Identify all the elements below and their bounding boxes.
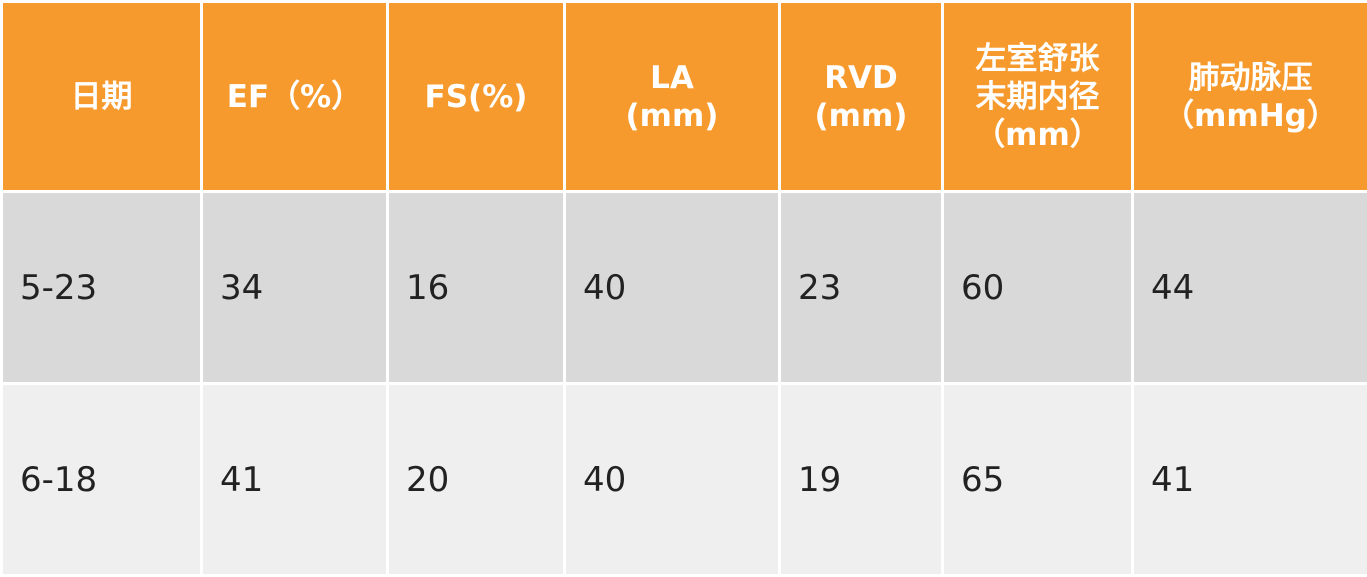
header-cell-rvd: RVD (mm) (780, 2, 943, 192)
table-cell-fs: 20 (388, 384, 565, 576)
header-line: 肺动脉压 (1140, 59, 1361, 97)
header-row: 日期 EF（%） FS(%) LA (mm) RVD (mm) 左室舒张 末期内… (2, 2, 1367, 192)
table-cell-date: 6-18 (2, 384, 202, 576)
table-cell-pap: 44 (1133, 192, 1367, 384)
header-line: (mm) (787, 97, 935, 135)
header-line: EF（%） (209, 78, 380, 116)
header-cell-fs: FS(%) (388, 2, 565, 192)
table-row: 6-18 41 20 40 19 65 41 (2, 384, 1367, 576)
table-cell-rvd: 23 (780, 192, 943, 384)
table-cell-pap: 41 (1133, 384, 1367, 576)
table-cell-lvedd: 60 (943, 192, 1133, 384)
header-cell-date: 日期 (2, 2, 202, 192)
header-cell-la: LA (mm) (565, 2, 780, 192)
header-line: （mmHg） (1140, 97, 1361, 135)
table-cell-fs: 16 (388, 192, 565, 384)
header-line: 日期 (9, 78, 194, 116)
table-cell-ef: 34 (202, 192, 388, 384)
header-line: 左室舒张 (950, 40, 1125, 78)
header-line: （mm） (950, 116, 1125, 154)
table-cell-la: 40 (565, 192, 780, 384)
header-line: RVD (787, 59, 935, 97)
header-cell-lvedd: 左室舒张 末期内径 （mm） (943, 2, 1133, 192)
table-cell-la: 40 (565, 384, 780, 576)
table-cell-date: 5-23 (2, 192, 202, 384)
header-line: FS(%) (395, 78, 557, 116)
table-cell-rvd: 19 (780, 384, 943, 576)
table-cell-ef: 41 (202, 384, 388, 576)
header-line: (mm) (572, 97, 772, 135)
table-row: 5-23 34 16 40 23 60 44 (2, 192, 1367, 384)
header-cell-ef: EF（%） (202, 2, 388, 192)
header-line: LA (572, 59, 772, 97)
header-line: 末期内径 (950, 78, 1125, 116)
table-cell-lvedd: 65 (943, 384, 1133, 576)
header-cell-pap: 肺动脉压 （mmHg） (1133, 2, 1367, 192)
